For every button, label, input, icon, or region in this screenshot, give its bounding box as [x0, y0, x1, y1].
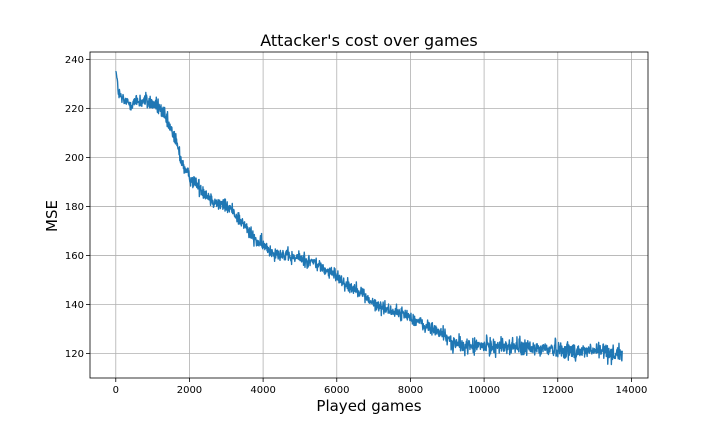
ticks-layer: 0 2000 4000 6000 8000 10000 12000 14000 120 140 16…: [65, 55, 647, 396]
x-tick-label: 2000: [177, 385, 202, 396]
x-tick-label: 10000: [468, 385, 500, 396]
chart-title: Attacker's cost over games: [260, 31, 478, 50]
y-tick-label: 240: [65, 55, 84, 66]
x-tick-label: 0: [113, 385, 119, 396]
x-tick-label: 14000: [616, 385, 648, 396]
grid-layer: [90, 52, 648, 378]
y-tick-label: 140: [65, 300, 84, 311]
series-line-0: [115, 70, 623, 366]
x-tick-label: 8000: [398, 385, 423, 396]
y-tick-label: 120: [65, 349, 84, 360]
x-tick-label: 6000: [324, 385, 349, 396]
y-tick-label: 160: [65, 251, 84, 262]
y-tick-label: 200: [65, 153, 84, 164]
x-tick-label: 12000: [542, 385, 574, 396]
x-axis-label: Played games: [316, 397, 421, 415]
x-tick-label: 4000: [250, 385, 275, 396]
y-tick-label: 180: [65, 202, 84, 213]
series-layer: [115, 70, 623, 366]
y-tick-label: 220: [65, 104, 84, 115]
plot-frame: [89, 51, 649, 379]
y-axis-label: MSE: [43, 200, 61, 232]
